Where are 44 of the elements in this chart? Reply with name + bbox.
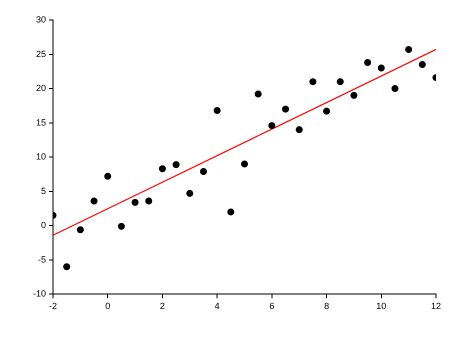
point [418,61,426,68]
x-tick-label: 10 [376,301,386,312]
point [254,90,262,98]
x-tick-label: 4 [214,301,220,312]
point [90,197,98,204]
point [104,172,112,180]
y-tick-label: -10 [32,288,46,299]
point [405,46,412,53]
y-tick-label: 15 [36,117,46,128]
y-tick-label: -5 [38,254,46,264]
x-tick-label: 12 [430,301,442,312]
y-tick-label: 20 [36,83,46,94]
point [309,78,316,86]
x-tick-label: 0 [105,301,110,312]
point [200,168,207,175]
y-tick-label: 25 [36,48,46,59]
point [186,190,194,197]
y-tick-label: 0 [40,220,46,230]
point [378,64,385,72]
point [158,165,166,172]
point [145,197,152,204]
point [282,106,290,113]
point [391,85,398,92]
point [268,122,276,130]
y-tick-label: 5 [40,186,46,196]
x-tick-label: 6 [269,301,274,312]
x-tick-label: 8 [324,301,330,312]
point [364,59,372,66]
point [350,92,358,99]
point [63,263,70,270]
point [118,222,125,230]
point [214,106,221,114]
x-tick-label: 2 [160,301,165,312]
y-tick-label: 10 [36,152,46,162]
y-tick-label: 30 [36,14,46,24]
point [323,108,330,115]
point [76,226,84,234]
point [172,161,180,168]
point [227,208,234,216]
point [336,78,344,86]
x-tick-label: -2 [49,301,58,312]
point [132,198,139,206]
point [296,126,303,134]
point [241,160,248,168]
